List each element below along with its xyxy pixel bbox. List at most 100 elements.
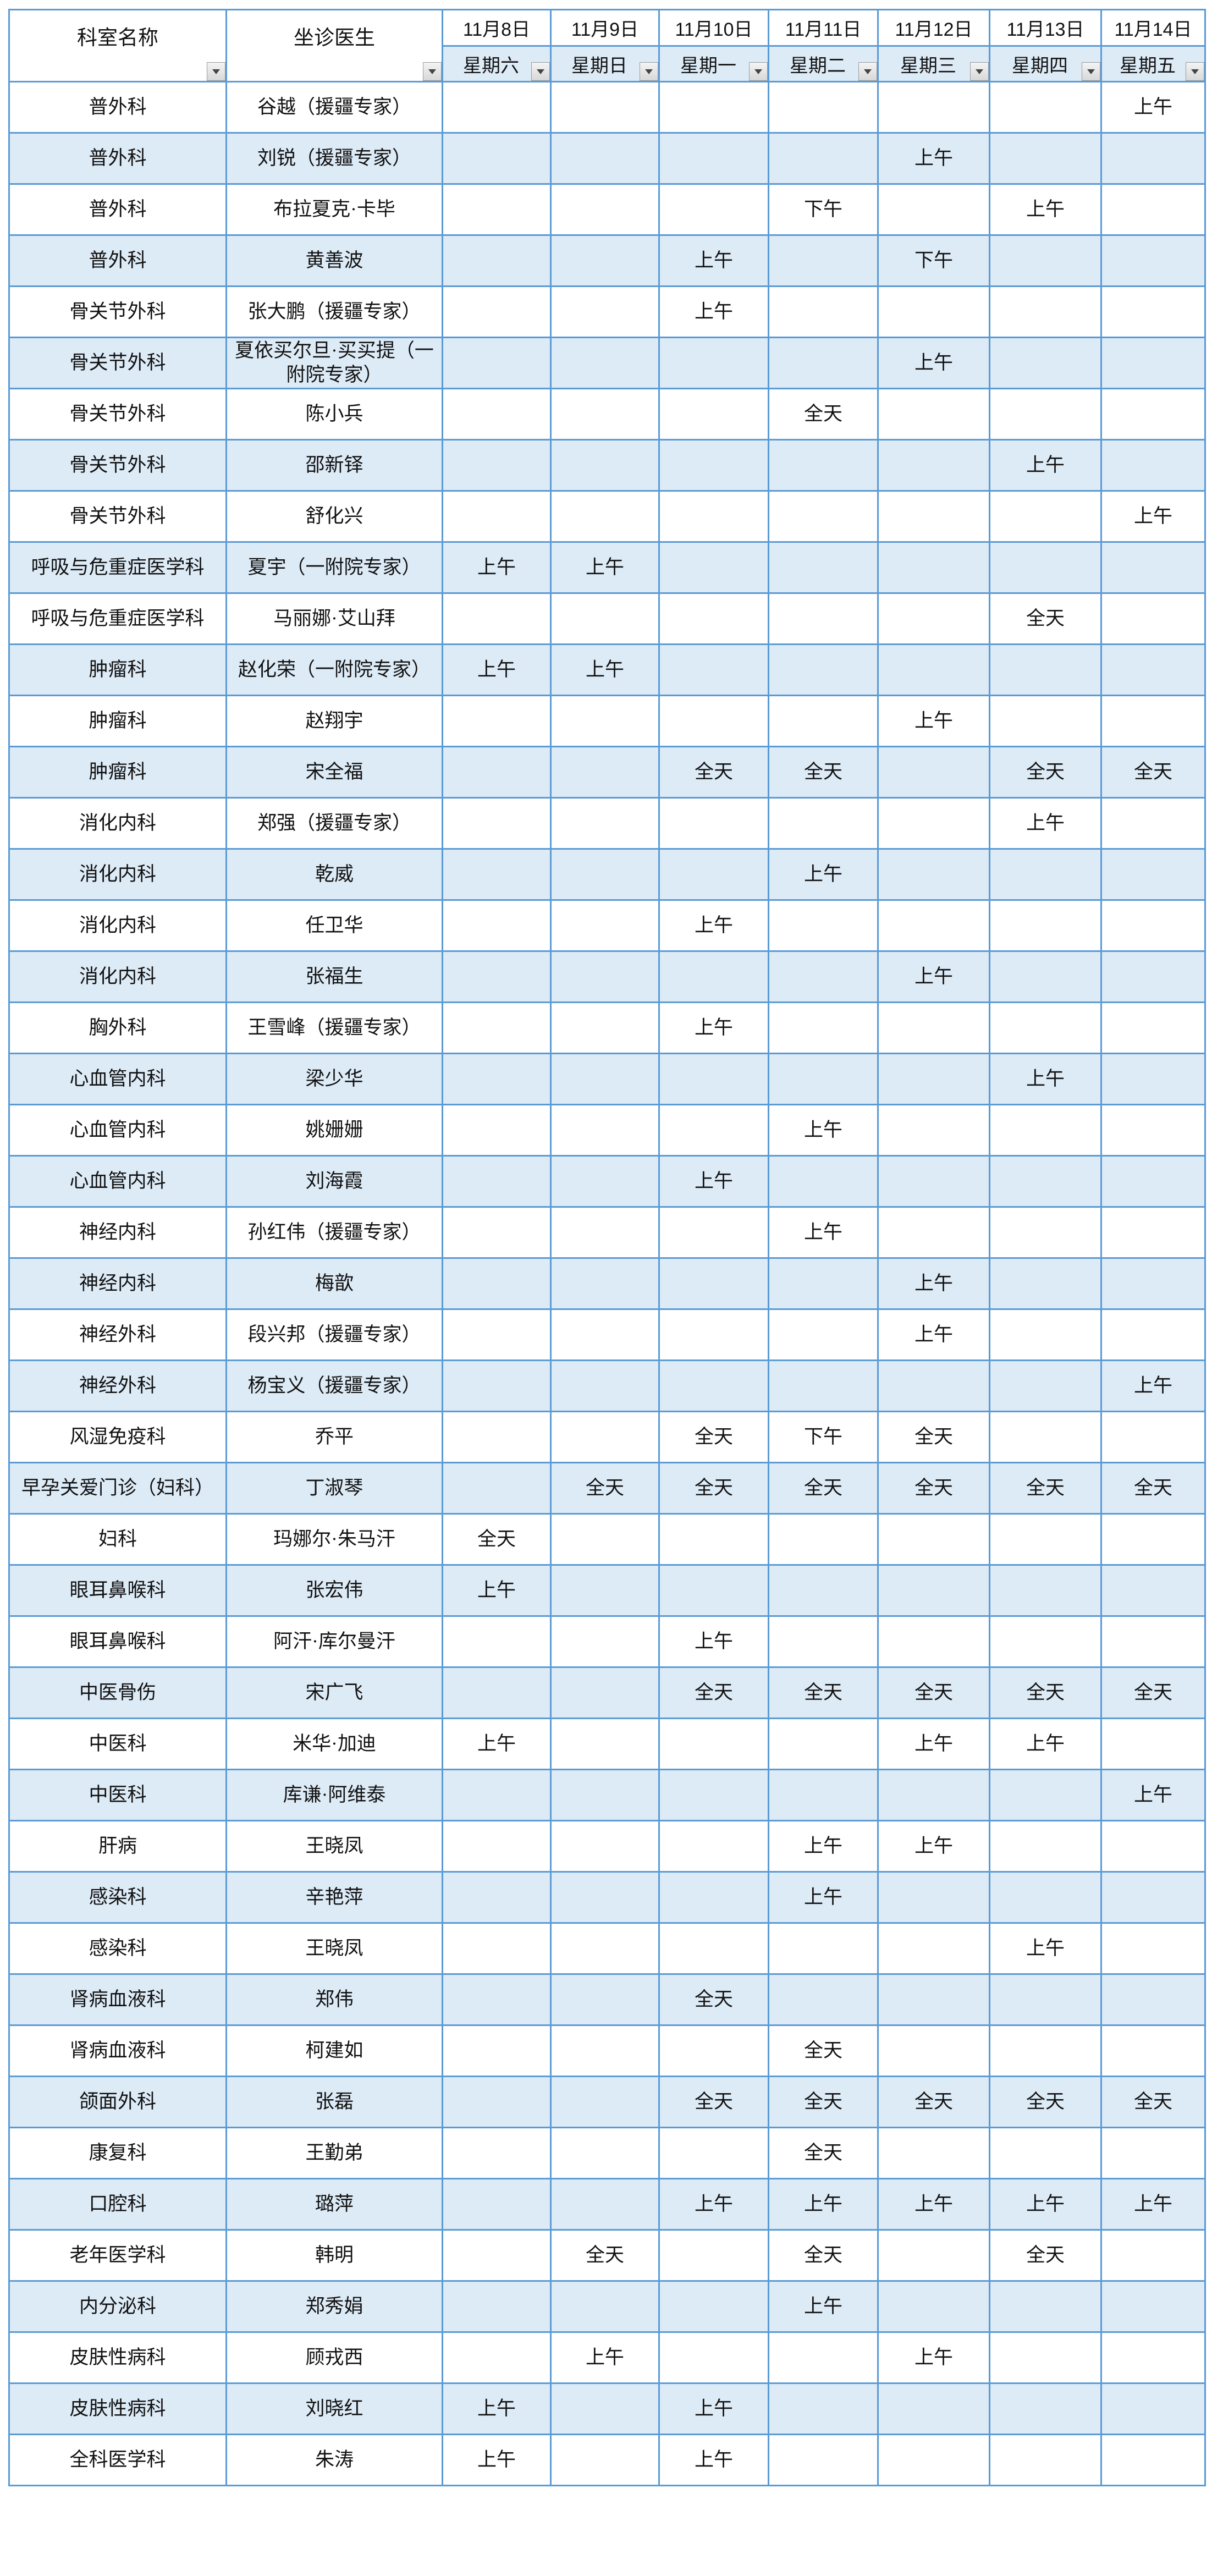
doctor-cell: 宋全福: [225, 746, 443, 799]
schedule-cell: [442, 2127, 552, 2179]
schedule-cell: 全天: [989, 2076, 1102, 2128]
table-header: 科室名称 坐诊医生 11月8日 11月9日 11月10日 11月11日 11月12日 11…: [8, 9, 1206, 82]
schedule-cell: 全天: [1100, 2076, 1206, 2128]
schedule-cell: [658, 1513, 769, 1566]
schedule-cell: [658, 1769, 769, 1821]
doctor-cell: 张大鹏（援疆专家）: [225, 285, 443, 338]
table-row: 神经外科 段兴邦（援疆专家） 上午: [8, 1308, 1206, 1361]
schedule-cell: [658, 848, 769, 901]
weekday-header: 星期三: [877, 45, 990, 82]
schedule-cell: [658, 2331, 769, 2384]
schedule-cell: [658, 1718, 769, 1770]
schedule-cell: [550, 1513, 660, 1566]
schedule-cell: 上午: [877, 950, 990, 1003]
schedule-cell: [442, 1053, 552, 1105]
filter-dropdown-icon[interactable]: [423, 62, 442, 81]
schedule-cell: [550, 1359, 660, 1412]
dept-cell: 心血管内科: [8, 1155, 227, 1208]
dept-cell: 神经内科: [8, 1257, 227, 1310]
table-row: 骨关节外科 舒化兴 上午: [8, 490, 1206, 543]
filter-dropdown-icon[interactable]: [531, 62, 550, 81]
schedule-cell: [550, 388, 660, 441]
filter-dropdown-icon[interactable]: [858, 62, 877, 81]
filter-dropdown-icon[interactable]: [640, 62, 658, 81]
doctor-cell: 韩明: [225, 2229, 443, 2282]
dept-cell: 内分泌科: [8, 2280, 227, 2333]
filter-dropdown-icon[interactable]: [970, 62, 989, 81]
schedule-cell: [550, 1001, 660, 1054]
schedule-cell: [550, 285, 660, 338]
doctor-cell: 夏宇（一附院专家）: [225, 541, 443, 594]
filter-dropdown-icon[interactable]: [1082, 62, 1100, 81]
weekday-label: 星期二: [790, 55, 846, 76]
schedule-cell: [1100, 848, 1206, 901]
schedule-cell: [877, 2024, 990, 2077]
dept-cell: 骨关节外科: [8, 285, 227, 338]
schedule-cell: [989, 1206, 1102, 1259]
schedule-cell: 全天: [768, 2024, 879, 2077]
doctor-cell: 赵化荣（一附院专家）: [225, 643, 443, 696]
schedule-cell: [877, 541, 990, 594]
schedule-cell: [1100, 1513, 1206, 1566]
schedule-cell: 全天: [768, 2229, 879, 2282]
table-row: 骨关节外科 陈小兵 全天: [8, 388, 1206, 441]
schedule-cell: [658, 388, 769, 441]
schedule-cell: [989, 1308, 1102, 1361]
schedule-cell: 上午: [1100, 81, 1206, 134]
schedule-cell: 上午: [989, 2178, 1102, 2231]
schedule-cell: 全天: [877, 1666, 990, 1719]
schedule-cell: 全天: [658, 1666, 769, 1719]
dept-cell: 肿瘤科: [8, 695, 227, 747]
table-row: 消化内科 乾威 上午: [8, 848, 1206, 901]
schedule-cell: [1100, 695, 1206, 747]
doctor-cell: 王勤弟: [225, 2127, 443, 2179]
doctor-cell: 张宏伟: [225, 1564, 443, 1617]
dept-cell: 骨关节外科: [8, 337, 227, 389]
schedule-cell: [1100, 592, 1206, 645]
schedule-cell: [768, 1513, 879, 1566]
dept-cell: 消化内科: [8, 899, 227, 952]
dept-cell: 骨关节外科: [8, 490, 227, 543]
doctor-cell: 梁少华: [225, 1053, 443, 1105]
schedule-table: 科室名称 坐诊医生 11月8日 11月9日 11月10日 11月11日 11月12日 11…: [8, 9, 1206, 2486]
filter-dropdown-icon[interactable]: [207, 62, 225, 81]
schedule-cell: [768, 1564, 879, 1617]
schedule-cell: [989, 1564, 1102, 1617]
schedule-cell: [1100, 797, 1206, 850]
table-row: 内分泌科 郑秀娟 上午: [8, 2280, 1206, 2333]
date-header: 11月9日: [550, 9, 660, 47]
schedule-cell: [658, 1871, 769, 1924]
doctor-column-header: 坐诊医生: [225, 9, 443, 82]
schedule-cell: 上午: [877, 1308, 990, 1361]
dept-cell: 普外科: [8, 132, 227, 185]
schedule-cell: [658, 337, 769, 389]
doctor-cell: 任卫华: [225, 899, 443, 952]
schedule-cell: [989, 1359, 1102, 1412]
weekday-label: 星期日: [571, 55, 627, 76]
filter-dropdown-icon[interactable]: [1186, 62, 1204, 81]
schedule-cell: 全天: [989, 592, 1102, 645]
schedule-cell: 全天: [658, 746, 769, 799]
filter-dropdown-icon[interactable]: [749, 62, 768, 81]
dept-cell: 老年医学科: [8, 2229, 227, 2282]
schedule-cell: [877, 1769, 990, 1821]
schedule-cell: [768, 541, 879, 594]
schedule-cell: 上午: [1100, 490, 1206, 543]
schedule-cell: 上午: [877, 2331, 990, 2384]
weekday-header: 星期六: [442, 45, 552, 82]
dept-cell: 全科医学科: [8, 2434, 227, 2486]
dept-cell: 普外科: [8, 81, 227, 134]
schedule-cell: [550, 1769, 660, 1821]
doctor-cell: 马丽娜·艾山拜: [225, 592, 443, 645]
date-header: 11月12日: [877, 9, 990, 47]
schedule-cell: [877, 2127, 990, 2179]
schedule-cell: [877, 2434, 990, 2486]
schedule-cell: [877, 2280, 990, 2333]
doctor-cell: 王雪峰（援疆专家）: [225, 1001, 443, 1054]
schedule-cell: [442, 337, 552, 389]
doctor-cell: 姚姗姗: [225, 1104, 443, 1157]
schedule-cell: [768, 337, 879, 389]
doctor-cell: 布拉夏克·卡毕: [225, 183, 443, 236]
table-row: 中医骨伤 宋广飞 全天 全天 全天 全天 全天: [8, 1666, 1206, 1719]
schedule-cell: [989, 285, 1102, 338]
